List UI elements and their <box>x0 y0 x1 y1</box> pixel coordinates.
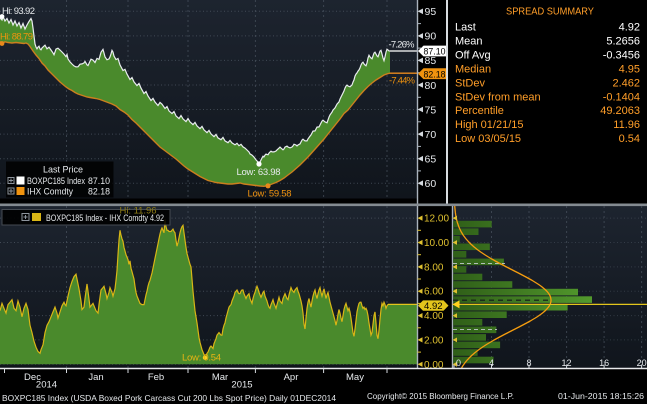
svg-text:70: 70 <box>425 129 437 141</box>
svg-text:Off Avg: Off Avg <box>455 49 491 61</box>
svg-text:Feb: Feb <box>148 372 164 383</box>
svg-text:Percentile: Percentile <box>455 105 504 117</box>
svg-text:Low: 63.98: Low: 63.98 <box>237 167 281 178</box>
svg-text:87.10: 87.10 <box>88 176 110 187</box>
svg-text:Low: 59.58: Low: 59.58 <box>248 189 292 200</box>
svg-text:95: 95 <box>425 6 437 18</box>
svg-text:Hi: 11.96: Hi: 11.96 <box>120 206 157 217</box>
svg-text:4.95: 4.95 <box>619 63 640 75</box>
svg-text:IHX Comdty: IHX Comdty <box>27 187 73 198</box>
svg-text:Low 03/05/15: Low 03/05/15 <box>455 133 521 145</box>
svg-text:Hi: 88.79: Hi: 88.79 <box>0 32 33 43</box>
svg-text:4: 4 <box>489 358 494 368</box>
svg-text:StDev: StDev <box>455 77 485 89</box>
svg-text:SPREAD SUMMARY: SPREAD SUMMARY <box>506 6 594 18</box>
svg-text:-7.44%: -7.44% <box>389 76 416 87</box>
svg-text:Mar: Mar <box>212 372 228 383</box>
svg-text:High 01/21/15: High 01/21/15 <box>455 119 524 131</box>
svg-text:10.00: 10.00 <box>424 238 449 249</box>
svg-text:16: 16 <box>599 358 609 368</box>
svg-text:Last: Last <box>455 22 476 34</box>
svg-text:StDev from mean: StDev from mean <box>455 91 541 103</box>
svg-text:80: 80 <box>425 80 437 92</box>
svg-text:Low: 0.54: Low: 0.54 <box>182 353 221 364</box>
svg-text:4.92: 4.92 <box>619 22 640 34</box>
svg-text:Copyright© 2015 Bloomberg Fina: Copyright© 2015 Bloomberg Finance L.P. <box>367 391 514 401</box>
svg-text:-0.1404: -0.1404 <box>603 91 640 103</box>
svg-text:2.462: 2.462 <box>612 77 640 89</box>
svg-text:8.00: 8.00 <box>424 262 444 273</box>
svg-text:20: 20 <box>637 358 647 368</box>
svg-text:Hi: 93.92: Hi: 93.92 <box>2 6 35 17</box>
svg-text:-7.26%: -7.26% <box>389 40 416 51</box>
svg-text:12.00: 12.00 <box>424 214 449 225</box>
svg-text:BOXPC185 Index: BOXPC185 Index <box>27 176 85 187</box>
svg-text:60: 60 <box>425 178 437 190</box>
svg-text:Median: Median <box>455 63 491 75</box>
svg-text:90: 90 <box>425 31 437 43</box>
svg-text:Apr: Apr <box>284 372 299 383</box>
svg-text:5.2656: 5.2656 <box>606 35 640 47</box>
svg-text:65: 65 <box>425 153 437 165</box>
svg-text:0.00: 0.00 <box>424 360 444 371</box>
svg-text:BOXPC185 Index (USDA Boxed Por: BOXPC185 Index (USDA Boxed Pork Carcass … <box>2 393 336 403</box>
svg-text:75: 75 <box>425 104 437 116</box>
svg-text:01-Jun-2015 18:15:26: 01-Jun-2015 18:15:26 <box>558 391 644 401</box>
svg-text:Mean: Mean <box>455 35 483 47</box>
svg-text:49.2063: 49.2063 <box>600 105 640 117</box>
svg-text:-0.3456: -0.3456 <box>603 49 640 61</box>
svg-text:Jan: Jan <box>88 372 103 383</box>
svg-text:12: 12 <box>562 358 572 368</box>
svg-text:85: 85 <box>425 55 437 67</box>
svg-text:11.96: 11.96 <box>613 119 640 131</box>
svg-text:0: 0 <box>456 358 461 368</box>
svg-text:6.00: 6.00 <box>424 287 444 298</box>
svg-text:4.00: 4.00 <box>424 311 444 322</box>
svg-text:4.92: 4.92 <box>424 301 443 312</box>
svg-text:87.10: 87.10 <box>424 47 446 58</box>
svg-text:82.18: 82.18 <box>88 187 110 198</box>
svg-text:Last Price: Last Price <box>43 165 83 176</box>
svg-text:2.00: 2.00 <box>424 335 444 346</box>
svg-text:8: 8 <box>527 358 532 368</box>
svg-text:BOXPC185 Index - IHX Comdty 4.: BOXPC185 Index - IHX Comdty 4.92 <box>46 213 164 224</box>
svg-text:Dec: Dec <box>24 372 41 383</box>
svg-text:0.54: 0.54 <box>619 133 640 145</box>
svg-text:May: May <box>346 372 364 383</box>
svg-text:2014: 2014 <box>36 380 57 391</box>
svg-text:2015: 2015 <box>231 380 252 391</box>
svg-text:82.18: 82.18 <box>424 69 446 80</box>
